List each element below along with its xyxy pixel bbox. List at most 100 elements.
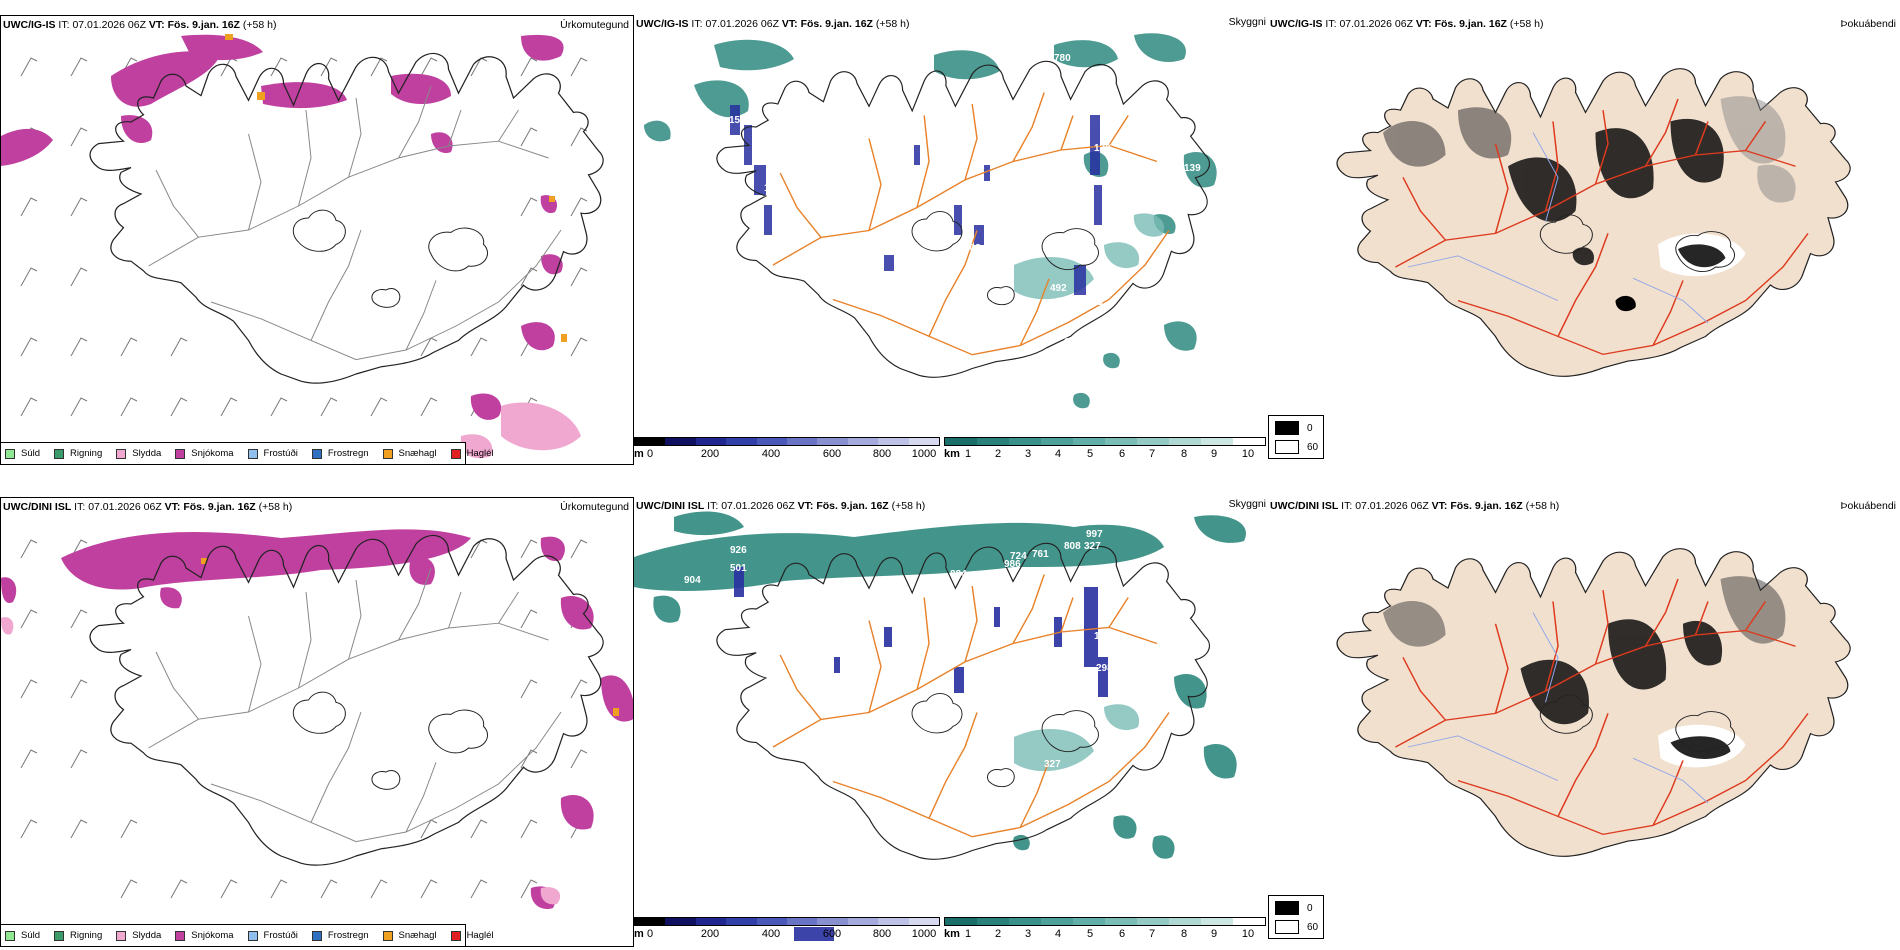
colorbar-strip [944,437,1266,446]
colorbar-tick: 4 [1054,448,1062,460]
legend-item-drizzle: Súld [5,448,40,459]
colorbar-strip [634,437,940,446]
legend-item-sleet: Slydda [116,448,161,459]
cloud-label: 95 [774,115,786,126]
cloud-label: 159 [764,183,781,194]
panel-title: Skyggni [1228,16,1266,28]
colorbar-tick: 800 [872,928,892,940]
colorbar-tick: 5 [1086,448,1094,460]
cloud-label: 492 [1050,283,1067,294]
cloud-label: 780 [1054,53,1071,64]
colorbar-tick: 4 [1054,928,1062,940]
colorbar-tick: 9 [1210,448,1218,460]
legend-item-sleet: Slydda [116,930,161,941]
legend-swatch [450,448,461,459]
fog-legend-top: 0 60 [1268,415,1324,459]
colorbar-tick: 6 [1118,448,1126,460]
panel-header: UWC/DINI ISL IT: 07.01.2026 06Z VT: Fös.… [1270,500,1560,512]
legend-swatch [116,930,127,941]
cloud-label: 327 [1044,759,1061,770]
colorbar-unit: m [634,448,644,460]
panel-header: UWC/IG-IS IT: 07.01.2026 06Z VT: Fös. 9.… [636,18,910,30]
legend-item-hail: Haglél [450,448,494,459]
colorbar-tick: 1 [964,448,972,460]
colorbar-tick: 8 [1180,448,1188,460]
colorbar-tick: 1000 [911,928,937,940]
precip-type-map-bottom [1,529,633,910]
legend-swatch [382,448,393,459]
colorbar-tick: 0 [646,448,654,460]
legend-swatch [175,930,186,941]
colorbar-tick: 2 [994,448,1002,460]
colorbar-tick: 1000 [911,448,937,460]
cloud-label: 808 [1064,541,1081,552]
colorbar-unit: km [944,448,960,460]
colorbar-tick: 0 [646,928,654,940]
colorbar-unit: m [634,928,644,940]
cloud-label: 139 [1184,163,1201,174]
colorbar-tick: 7 [1148,928,1156,940]
cloud-height-colorbar: m 0 200 400 600 800 1000 [634,917,940,945]
fog-legend-row: 60 [1275,920,1318,934]
legend-swatch [175,448,186,459]
legend-item-snow: Snjókoma [175,448,234,459]
visibility-panel-top: 961 864 780 312 151 95 632 159 130 108 1… [634,15,1270,465]
fog-index-map-top [1336,68,1851,377]
panel-title: Þokuábendi [1840,500,1896,512]
panel-title: Úrkomutegund [560,19,629,31]
legend-swatch [5,930,15,941]
fog-legend-bottom: 0 60 [1268,895,1324,939]
legend-swatch [54,930,65,941]
colorbar-tick: 600 [822,928,842,940]
colorbar-strip [944,917,1266,926]
colorbar-unit: km [944,928,960,940]
visibility-panel-bottom: 997 808 327 926 501 904 884 986 724 761 … [634,497,1270,947]
colorbar-tick: 400 [761,448,781,460]
precip-type-legend: Súld Rigning Slydda Snjókoma Frostúði Fr… [1,442,494,464]
colorbar-tick: 6 [1118,928,1126,940]
colorbar-tick: 800 [872,448,892,460]
visibility-colorbar: km 1 2 3 4 5 6 7 8 9 10 [944,917,1266,945]
fog-index-map-bottom [1336,548,1851,857]
colorbar-tick: 10 [1241,928,1255,940]
cloud-label: 317 [1058,297,1075,308]
precip-type-panel-bottom: UWC/DINI ISL IT: 07.01.2026 06Z VT: Fös.… [0,497,634,947]
legend-swatch [450,930,461,941]
panel-header: UWC/DINI ISL IT: 07.01.2026 06Z VT: Fös.… [636,500,926,512]
panel-header: UWC/IG-IS IT: 07.01.2026 06Z VT: Fös. 9.… [1270,18,1544,30]
legend-swatch [247,448,258,459]
cloud-label: 632 [770,157,787,168]
cloud-height-colorbar: m 0 200 400 600 800 1000 [634,437,940,465]
colorbar-tick: 8 [1180,928,1188,940]
legend-item-hail: Haglél [450,930,494,941]
colorbar-tick: 7 [1148,448,1156,460]
visibility-colorbar: km 1 2 3 4 5 6 7 8 9 10 [944,437,1266,465]
precip-type-panel-top: UWC/IG-IS IT: 07.01.2026 06Z VT: Fös. 9.… [0,15,634,465]
cloud-label: 89 [1054,779,1066,790]
legend-item-rain: Rigning [54,930,102,941]
legend-item-rain: Rigning [54,448,102,459]
cloud-label: 183 [1086,297,1103,308]
colorbar-tick: 200 [700,928,720,940]
colorbar-tick: 600 [822,448,842,460]
panel-header: UWC/DINI ISL IT: 07.01.2026 06Z VT: Fös.… [3,501,293,513]
cloud-label: 923 [1084,577,1101,588]
cloud-label: 884 [950,569,967,580]
cloud-label: 724 [1010,551,1027,562]
legend-swatch [116,448,127,459]
cloud-label: 961 [834,33,851,44]
legend-item-freezing-drizzle: Frostúði [247,448,298,459]
fog-legend-row: 60 [1275,440,1318,454]
cloud-label: 210 [1090,761,1107,772]
cloud-label: 312 [744,85,761,96]
panel-header: UWC/IG-IS IT: 07.01.2026 06Z VT: Fös. 9.… [3,19,277,31]
panel-title: Úrkomutegund [560,501,629,513]
legend-swatch [54,448,65,459]
legend-item-snow-pellets: Snæhagl [382,448,437,459]
colorbar-strip [634,917,940,926]
cloud-label: 904 [684,575,701,586]
legend-item-freezing-rain: Frostregn [311,930,369,941]
cloud-label: 204 [1094,273,1111,284]
cloud-label: 986 [1004,559,1021,570]
legend-item-freezing-drizzle: Frostúði [247,930,298,941]
